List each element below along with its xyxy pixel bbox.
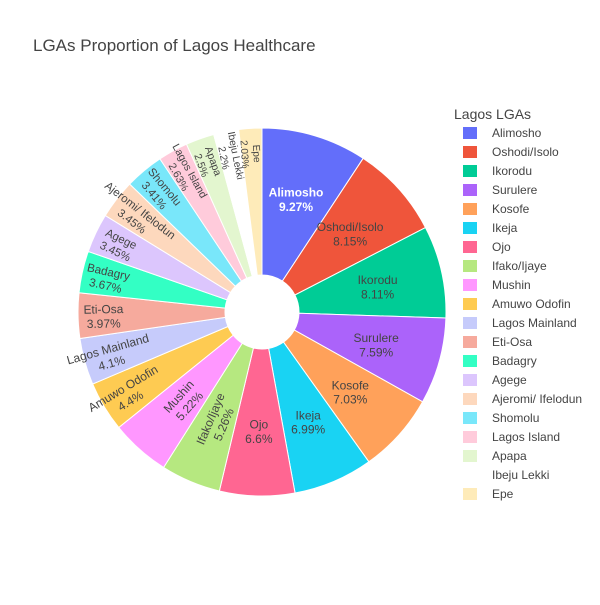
- legend-item-mushin[interactable]: Mushin: [463, 278, 531, 292]
- legend-swatch: [463, 260, 477, 272]
- legend-swatch: [463, 393, 477, 405]
- pie-label-name: Ojo: [249, 418, 268, 432]
- legend-label: Ojo: [492, 240, 511, 254]
- pie-slice-epe: [238, 127, 263, 276]
- pie-slices: [77, 127, 447, 497]
- legend-label: Amuwo Odofin: [492, 297, 571, 311]
- legend-item-lagos-island[interactable]: Lagos Island: [463, 430, 560, 444]
- pie-label-percent: 7.59%: [359, 345, 393, 359]
- pie-label-percent: 7.03%: [333, 393, 367, 407]
- pie-label-name: Kosofe: [332, 378, 370, 392]
- legend-swatch: [463, 317, 477, 329]
- legend-swatch: [463, 184, 477, 196]
- legend-item-shomolu[interactable]: Shomolu: [463, 411, 539, 425]
- legend-swatch: [463, 203, 477, 215]
- legend-swatch: [463, 241, 477, 253]
- pie-slice-oshodi-isolo: [281, 157, 427, 296]
- legend-item-ibeju-lekki[interactable]: Ibeju Lekki: [463, 468, 549, 482]
- legend-label: Ifako/Ijaye: [492, 259, 547, 273]
- legend-item-eti-osa[interactable]: Eti-Osa: [463, 335, 532, 349]
- legend-item-ojo[interactable]: Ojo: [463, 240, 511, 254]
- pie-label-percent: 2.2%: [215, 146, 230, 171]
- legend-item-kosofe[interactable]: Kosofe: [463, 202, 530, 216]
- legend-label: Ajeromi/ Ifelodun: [492, 392, 582, 406]
- legend-label: Epe: [492, 487, 514, 501]
- pie-label-name: Surulere: [353, 331, 399, 345]
- legend-item-oshodi-isolo[interactable]: Oshodi/Isolo: [463, 145, 559, 159]
- pie-label-percent: 2.03%: [237, 140, 250, 169]
- legend-item-alimosho[interactable]: Alimosho: [463, 126, 542, 140]
- legend-label: Shomolu: [492, 411, 539, 425]
- legend-item-agege[interactable]: Agege: [463, 373, 527, 387]
- legend-item-badagry[interactable]: Badagry: [463, 354, 537, 368]
- legend-swatch: [463, 336, 477, 348]
- pie-label-name: Eti-Osa: [83, 302, 123, 317]
- legend-title: Lagos LGAs: [454, 106, 531, 122]
- legend-item-surulere[interactable]: Surulere: [463, 183, 538, 197]
- pie-label-percent: 9.27%: [279, 200, 313, 214]
- legend-swatch: [463, 412, 477, 424]
- legend-label: Badagry: [492, 354, 537, 368]
- chart-title: LGAs Proportion of Lagos Healthcare: [33, 36, 316, 55]
- legend-label: Agege: [492, 373, 527, 387]
- pie-label-percent: 6.6%: [245, 432, 273, 446]
- pie-slice-ikorodu: [294, 226, 447, 319]
- legend-item-ikorodu[interactable]: Ikorodu: [463, 164, 532, 178]
- legend-label: Lagos Mainland: [492, 316, 577, 330]
- pie-label-name: Ikorodu: [358, 273, 398, 287]
- legend-label: Apapa: [492, 449, 527, 463]
- pie-label-name: Ikeja: [295, 408, 321, 422]
- legend-label: Ikeja: [492, 221, 518, 235]
- legend-swatch: [463, 146, 477, 158]
- legend-swatch: [463, 127, 477, 139]
- legend-swatch: [463, 431, 477, 443]
- legend-swatch: [463, 279, 477, 291]
- pie-label-name: Epe: [250, 144, 262, 163]
- legend-label: Ibeju Lekki: [492, 468, 549, 482]
- legend-item-ifako-ijaye[interactable]: Ifako/Ijaye: [463, 259, 547, 273]
- legend-item-ikeja[interactable]: Ikeja: [463, 221, 518, 235]
- pie-slice-alimosho: [261, 127, 364, 282]
- legend-swatch: [463, 374, 477, 386]
- legend-item-apapa[interactable]: Apapa: [463, 449, 527, 463]
- pie-label-percent: 8.11%: [361, 288, 394, 302]
- legend-label: Eti-Osa: [492, 335, 532, 349]
- legend-item-lagos-mainland[interactable]: Lagos Mainland: [463, 316, 577, 330]
- pie-label-percent: 8.15%: [333, 234, 367, 248]
- pie-label-name: Alimosho: [269, 186, 324, 200]
- legend-label: Mushin: [492, 278, 531, 292]
- legend-item-ajeromi-ifelodun[interactable]: Ajeromi/ Ifelodun: [463, 392, 582, 406]
- legend-swatch: [463, 165, 477, 177]
- legend-label: Surulere: [492, 183, 538, 197]
- legend-item-amuwo-odofin[interactable]: Amuwo Odofin: [463, 297, 571, 311]
- legend-swatch: [463, 355, 477, 367]
- legend-label: Ikorodu: [492, 164, 532, 178]
- legend-item-epe[interactable]: Epe: [463, 487, 514, 501]
- pie-label-percent: 3.97%: [87, 316, 122, 331]
- legend-swatch: [463, 469, 477, 481]
- legend-label: Oshodi/Isolo: [492, 145, 559, 159]
- legend: Lagos LGAs Alimosho Oshodi/Isolo Ikorodu Su…: [454, 106, 582, 501]
- pie-label-percent: 6.99%: [291, 423, 325, 437]
- legend-swatch: [463, 298, 477, 310]
- legend-label: Alimosho: [492, 126, 542, 140]
- legend-label: Kosofe: [492, 202, 530, 216]
- legend-swatch: [463, 488, 477, 500]
- pie-label-name: Oshodi/Isolo: [317, 220, 384, 234]
- legend-items: Alimosho Oshodi/Isolo Ikorodu Surulere Kosof…: [463, 126, 582, 501]
- legend-label: Lagos Island: [492, 430, 560, 444]
- legend-swatch: [463, 450, 477, 462]
- legend-swatch: [463, 222, 477, 234]
